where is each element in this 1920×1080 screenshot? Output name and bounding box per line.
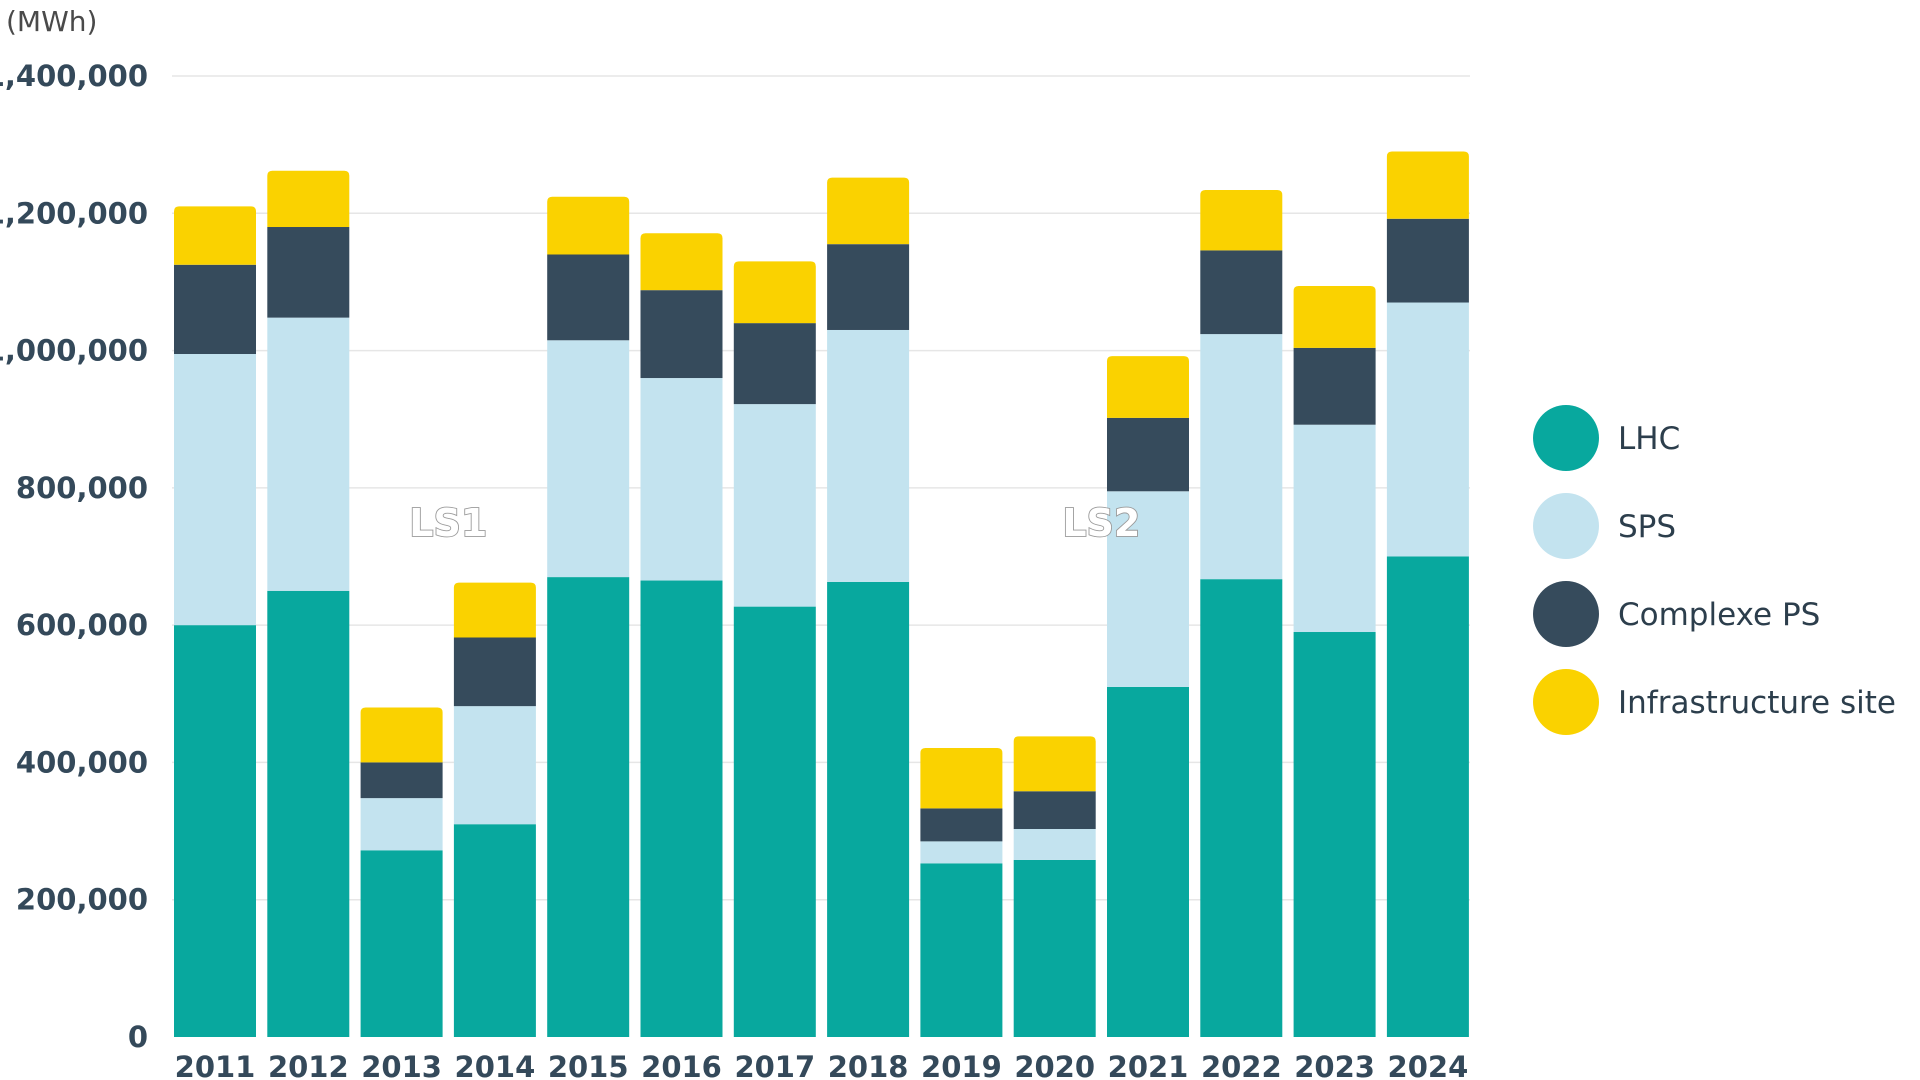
bars [174,151,1469,1037]
bar-segment-lhc-2022 [1200,579,1283,1037]
y-tick-label: 800,000 [16,471,148,505]
bar-segment-lhc-2019 [920,863,1003,1037]
bar-segment-complexe-ps-2023 [1293,347,1376,425]
bar-segment-complexe-ps-2011 [174,264,256,355]
bar-segment-infrastructure-site-2020 [1013,736,1096,792]
bar-segment-lhc-2023 [1293,632,1376,1037]
bar-segment-complexe-ps-2024 [1386,218,1469,303]
bar-segment-lhc-2018 [827,581,910,1037]
legend-label: Complexe PS [1618,597,1820,633]
x-tick-label: 2014 [455,1050,536,1080]
bar-segment-infrastructure-site-2013 [360,707,443,763]
bar-segment-complexe-ps-2020 [1013,791,1096,830]
bar-segment-sps-2022 [1200,334,1283,580]
bar-segment-infrastructure-site-2011 [174,206,256,265]
bar-segment-lhc-2012 [267,590,350,1037]
legend-label: LHC [1618,421,1680,457]
bar-segment-lhc-2016 [640,580,723,1037]
bar-segment-infrastructure-site-2022 [1200,189,1283,251]
bar-segment-lhc-2017 [733,606,816,1037]
x-tick-label: 2015 [548,1050,629,1080]
bar-segment-complexe-ps-2016 [640,290,723,379]
bar-segment-sps-2018 [827,329,910,582]
bar-segment-lhc-2020 [1013,859,1096,1037]
bar-segment-lhc-2011 [174,625,256,1037]
bar-segment-sps-2017 [733,404,816,607]
annotations: LS1 LS2 [408,500,1141,546]
x-tick-label: 2013 [361,1050,442,1080]
bar-segment-infrastructure-site-2019 [920,748,1003,809]
bar-segment-complexe-ps-2022 [1200,250,1283,335]
legend-label: SPS [1618,509,1676,545]
x-tick-label: 2011 [175,1050,256,1080]
annotation-ls1: LS1 [409,501,487,545]
bar-segment-lhc-2015 [547,577,630,1037]
bar-segment-infrastructure-site-2018 [827,177,910,245]
legend-swatch-infrastructure-site [1533,669,1599,735]
bar-segment-complexe-ps-2015 [547,254,630,341]
bar-segment-lhc-2021 [1107,686,1189,1037]
bar-segment-infrastructure-site-2016 [640,233,723,291]
annotation-ls2: LS2 [1062,501,1140,545]
bar-segment-sps-2013 [360,798,443,851]
x-tick-label: 2020 [1014,1050,1095,1080]
bar-segment-complexe-ps-2013 [360,762,443,799]
x-tick-label: 2012 [268,1050,349,1080]
bar-segment-lhc-2014 [453,824,536,1037]
legend-swatch-sps [1533,493,1599,559]
x-tick-label: 2018 [828,1050,909,1080]
legend: LHC SPS Complexe PS Infrastructure site [1533,405,1896,735]
y-tick-label: 0 [128,1020,148,1054]
bar-segment-infrastructure-site-2021 [1107,356,1189,418]
bar-segment-complexe-ps-2012 [267,227,350,318]
y-tick-label: 1,400,000 [0,59,148,93]
bar-segment-sps-2020 [1013,829,1096,860]
bar-segment-sps-2024 [1386,302,1469,557]
bar-segment-infrastructure-site-2024 [1386,151,1469,219]
x-axis-ticks: 2011 2012 2013 2014 2015 2016 2017 2018 2019 2020… [175,1050,1469,1080]
x-tick-label: 2022 [1201,1050,1282,1080]
bar-segment-sps-2012 [267,317,350,591]
x-tick-label: 2021 [1108,1050,1189,1080]
bar-segment-sps-2011 [174,354,256,626]
y-tick-label: 600,000 [16,608,148,642]
bar-segment-sps-2016 [640,378,723,581]
bar-segment-sps-2015 [547,340,630,578]
bar-segment-sps-2014 [453,706,536,825]
bar-segment-complexe-ps-2021 [1107,417,1189,492]
bar-segment-complexe-ps-2014 [453,637,536,707]
y-axis-ticks: 0 200,000 400,000 600,000 800,000 1,000,000 1,… [0,59,148,1054]
x-tick-label: 2016 [641,1050,722,1080]
y-tick-label: 400,000 [16,745,148,779]
bar-segment-infrastructure-site-2012 [267,170,350,228]
y-tick-label: 1,000,000 [0,334,148,368]
bar-segment-infrastructure-site-2017 [733,261,816,324]
legend-swatch-lhc [1533,405,1599,471]
x-tick-label: 2019 [921,1050,1002,1080]
legend-label: Infrastructure site [1618,685,1896,721]
bar-segment-sps-2019 [920,841,1003,864]
bar-segment-infrastructure-site-2014 [453,582,536,638]
bar-segment-infrastructure-site-2023 [1293,286,1376,348]
legend-swatch-complexe-ps [1533,581,1599,647]
bar-segment-complexe-ps-2019 [920,808,1003,842]
y-axis-unit-label: (MWh) [6,5,97,38]
x-tick-label: 2023 [1294,1050,1375,1080]
bar-segment-infrastructure-site-2015 [547,196,630,255]
bar-segment-sps-2023 [1293,424,1376,633]
bar-segment-complexe-ps-2017 [733,323,816,405]
bar-segment-lhc-2013 [360,850,443,1037]
bar-segment-lhc-2024 [1386,556,1469,1037]
y-tick-label: 200,000 [16,883,148,917]
bar-segment-sps-2021 [1107,491,1189,687]
y-tick-label: 1,200,000 [0,196,148,230]
x-tick-label: 2024 [1388,1050,1469,1080]
x-tick-label: 2017 [734,1050,815,1080]
bar-segment-complexe-ps-2018 [827,244,910,330]
